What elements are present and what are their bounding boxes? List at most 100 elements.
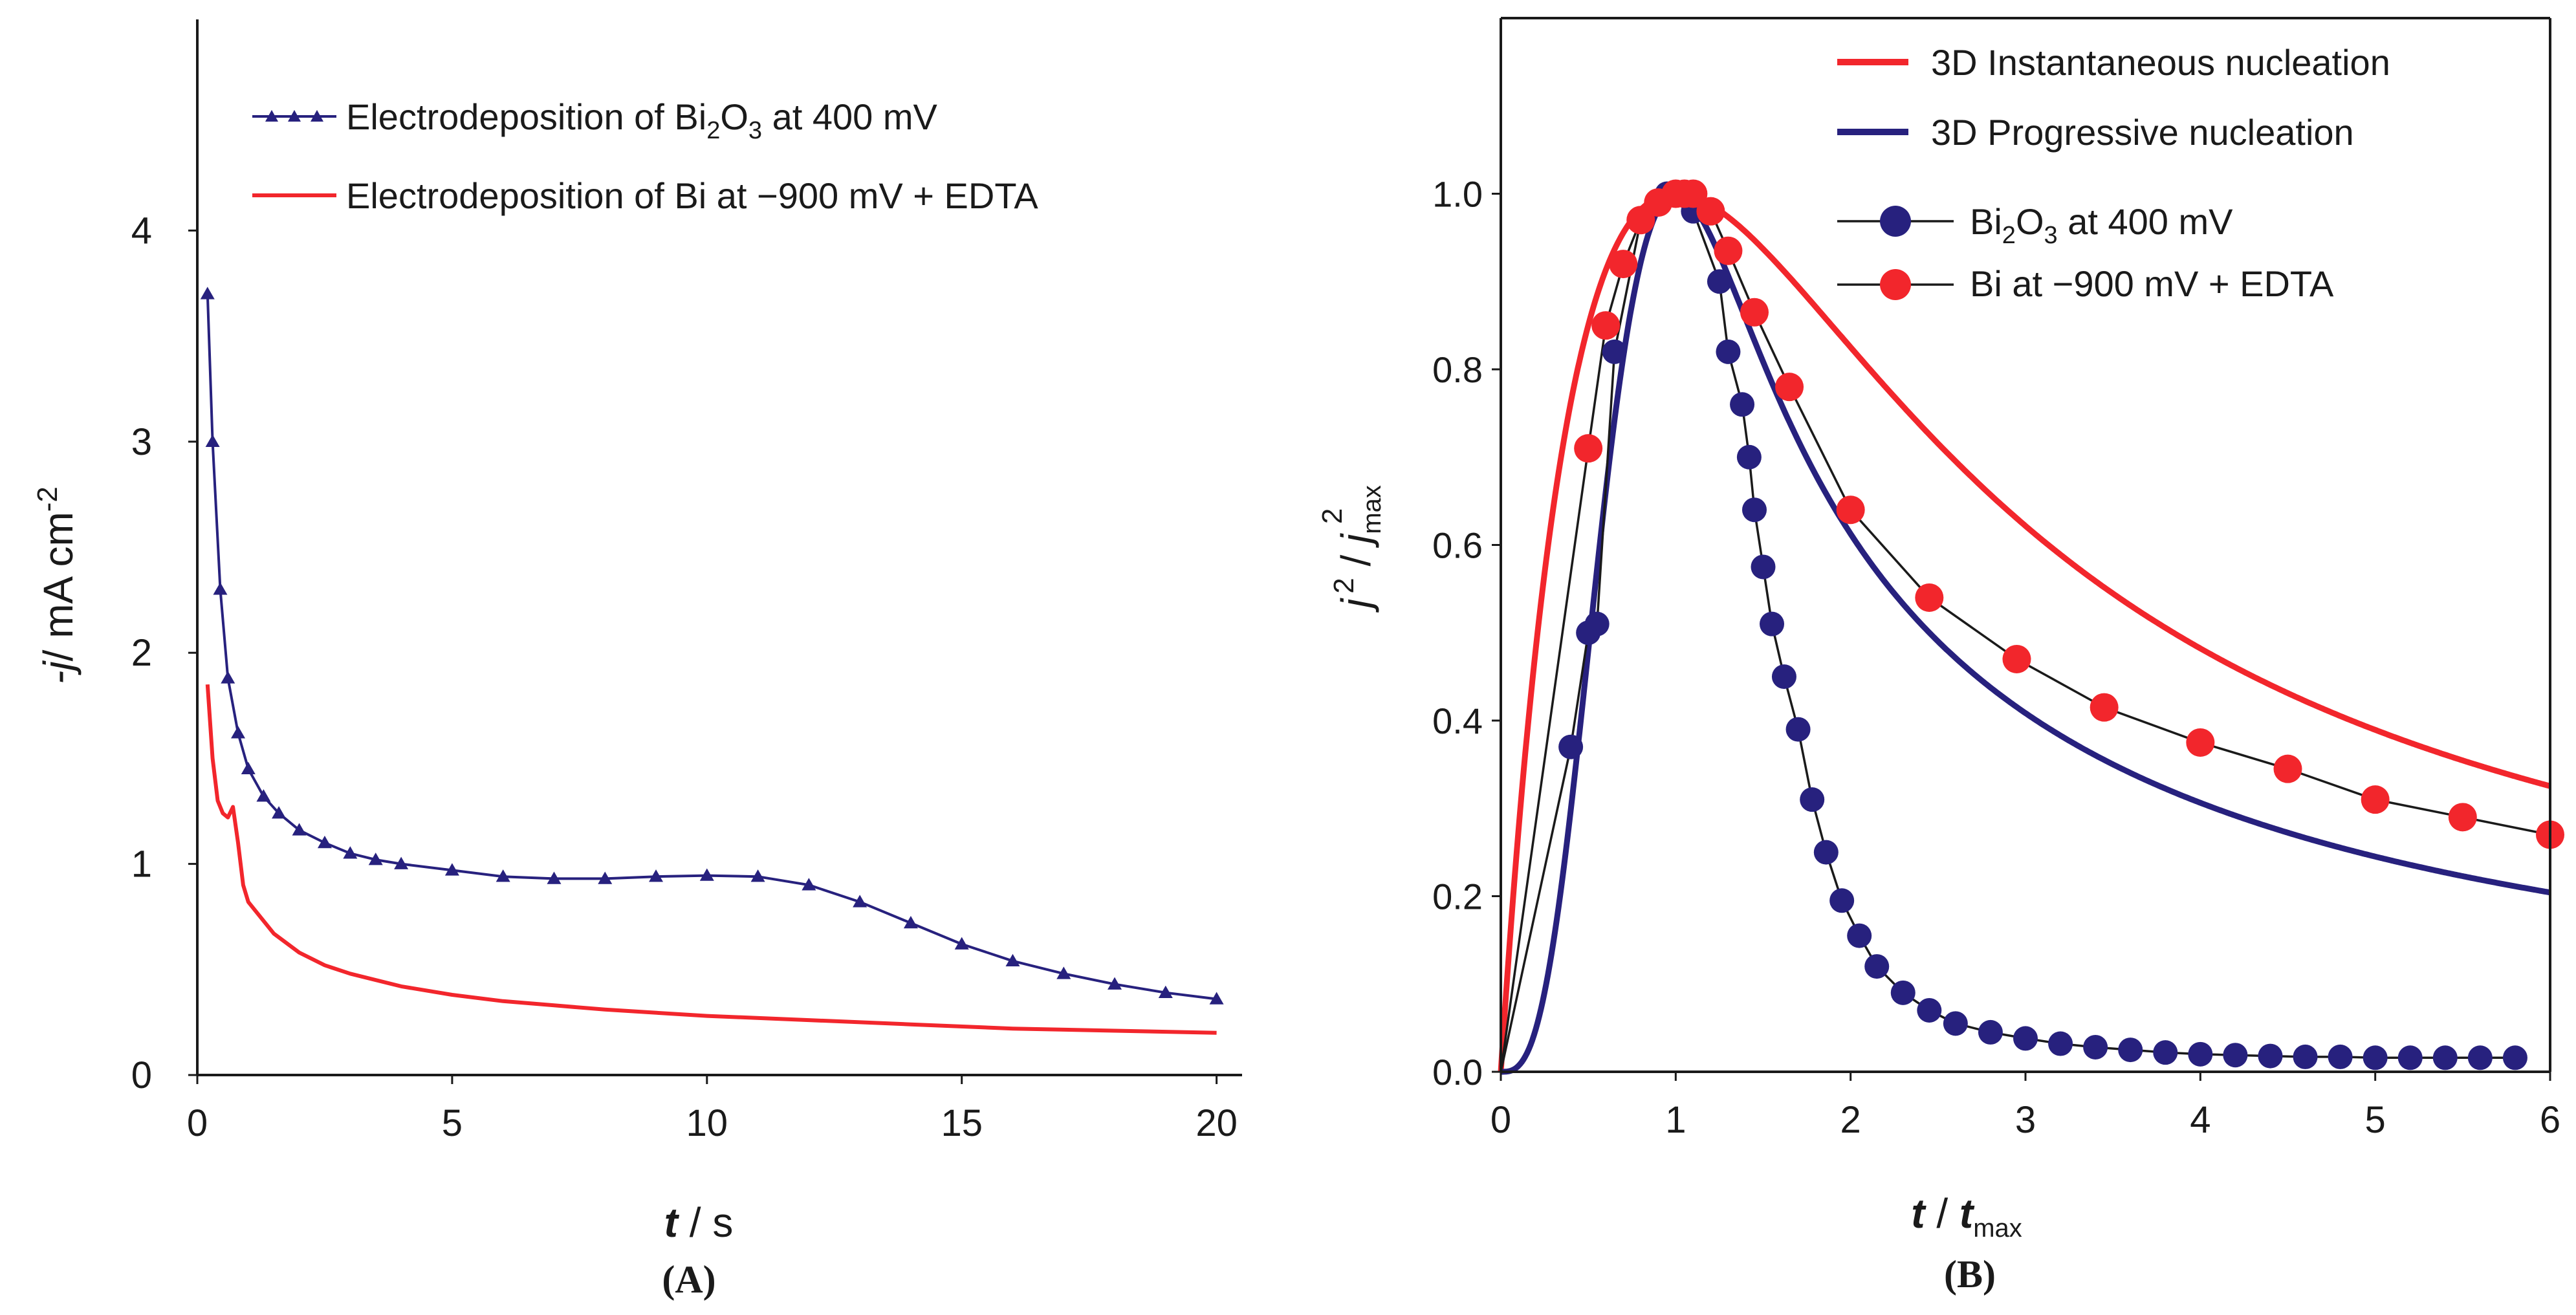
panel-b-x-axis-title-t: t (1911, 1190, 1927, 1237)
panel-b-bi2o3-point (1741, 497, 1767, 523)
panel-a-plot-area (200, 287, 1224, 1035)
panel-b-bi2o3-point (2397, 1045, 2423, 1070)
panel-a-y-tick-label: 4 (131, 210, 152, 252)
panel-b-bi-edta-point (1740, 298, 1769, 327)
panel-b-bi-edta-point (2448, 803, 2477, 832)
panel-a-series-1-point (649, 869, 664, 882)
panel-b-bi-edta-point (1609, 250, 1638, 279)
panel-b-bi2o3-point (1707, 269, 1732, 294)
panel-a-tick-labels: 0 5 10 15 20 0 1 2 3 4 (131, 210, 1238, 1144)
panel-a-y-axis-title-rest: / mA cm (35, 512, 82, 661)
panel-b-bi2o3-point (1917, 997, 1942, 1023)
panel-b-plot-area (1498, 179, 2564, 1075)
panel-b-bi-edta-point (1775, 373, 1804, 402)
panel-b-bi-edta-point (1679, 179, 1708, 208)
panel-a-x-axis-title-rest: / s (678, 1199, 733, 1246)
panel-b-x-tick-label: 1 (1665, 1099, 1686, 1141)
panel-a-series-1-point (200, 287, 215, 299)
legend-b-bi2o3-sub1: 2 (2002, 222, 2016, 249)
panel-b-y-tick-label: 1.0 (1432, 174, 1483, 215)
panel-a-series-1-point (205, 434, 220, 448)
panel-b-bi2o3-point (1751, 554, 1776, 580)
panel-a-series-1-point (317, 835, 332, 849)
panel-b-x-tick-label: 5 (2365, 1099, 2386, 1141)
panel-b-bi2o3-point (2013, 1026, 2038, 1051)
panel-a-series-1-point (1209, 992, 1224, 1005)
panel-a-y-axis-title-italic: -j (35, 660, 82, 684)
panel-a-series-1-point (1158, 985, 1173, 998)
panel-b-bi-edta-point (1591, 311, 1621, 340)
panel-b-bi2o3-point (2258, 1043, 2283, 1069)
panel-b-bi2o3-point (2502, 1045, 2527, 1070)
panel-b-bi-edta-point (2090, 693, 2119, 722)
legend-a-series-1-marker (311, 110, 323, 122)
panel-b-bi2o3-point (2048, 1031, 2073, 1056)
legend-b-bi2o3-swatch (1837, 206, 1954, 237)
legend-a-series-1-mid: O (720, 96, 748, 137)
panel-a-series-1-line (206, 294, 1217, 1001)
legend-a-series-1-marker (288, 110, 301, 122)
panel-b-bi-edta-point (1696, 197, 1725, 226)
panel-b: 0 1 2 3 4 5 6 0.0 0.2 0.4 0.6 0.8 1.0 3D Instantaneo… (1316, 17, 2564, 1296)
panel-b-bi2o3-point (1771, 664, 1796, 690)
panel-a-legend: Electrodeposition of Bi2O3 at 400 mV Ele… (252, 96, 1038, 216)
panel-b-y-axis-title-sup2: 2 (1316, 508, 1348, 524)
panel-a-series-1-point (699, 868, 714, 881)
legend-a-series-1-post: at 400 mV (762, 96, 937, 137)
panel-a-y-tick-label: 1 (131, 843, 152, 886)
panel-b-bi2o3-point (2363, 1045, 2388, 1070)
panel-b-bi2o3-point (2118, 1038, 2143, 1063)
panel-b-y-tick-label: 0.8 (1432, 349, 1483, 390)
legend-a-series-2-label: Electrodeposition of Bi at −900 mV + EDT… (346, 175, 1038, 216)
panel-b-x-axis-title-sub: max (1973, 1214, 2022, 1243)
panel-b-progressive-curve (1500, 191, 2551, 1075)
panel-a-series-1-point (394, 856, 409, 869)
panel-b-y-tick-label: 0.0 (1432, 1052, 1483, 1092)
panel-b-bi2o3-point (1730, 392, 1755, 417)
legend-a-series-1-pre: Electrodeposition of Bi (346, 96, 706, 137)
panel-b-bi-edta-point (2002, 644, 2031, 673)
panel-a-x-axis-title-italic: t (664, 1199, 680, 1246)
panel-a-x-tick-label: 0 (187, 1102, 208, 1144)
panel-a-series-1-point (241, 761, 256, 774)
panel-a-series-1-point (213, 582, 228, 595)
panel-b-x-tick-label: 6 (2540, 1099, 2560, 1141)
panel-b-bi2o3-point (1785, 717, 1811, 742)
panel-b-label: (B) (1944, 1253, 1996, 1296)
panel-a-y-axis-title: -j/ mA cm-2 (32, 486, 82, 684)
panel-a-y-tick-label: 2 (131, 632, 152, 674)
panel-a-series-1-point (221, 671, 235, 684)
panel-b-y-tick-label: 0.6 (1432, 525, 1483, 566)
panel-b-x-axis-title: t / tmax (1911, 1190, 2022, 1243)
panel-a-series-1-point (853, 895, 868, 907)
panel-b-bi2o3-point (1890, 980, 1916, 1005)
panel-b-bi2o3-point (1800, 787, 1825, 812)
legend-a-series-1-sub1: 2 (706, 117, 720, 144)
panel-b-bi-edta-point (2361, 785, 2390, 814)
panel-b-y-axis-title-sup: 2 (1328, 578, 1360, 593)
panel-a-y-tick-label: 3 (131, 421, 152, 463)
panel-a-series-1-point (1005, 953, 1020, 966)
panel-b-bi2o3-point (1943, 1011, 1968, 1036)
panel-a-series-1-point (1108, 977, 1122, 990)
panel-b-bi2o3-point (2467, 1045, 2493, 1070)
panel-b-x-axis-title-slash: / (1925, 1190, 1959, 1237)
panel-b-bi2o3-point (1736, 444, 1762, 470)
panel-b-bi-edta-point (1836, 495, 1865, 525)
legend-b-bi2o3-post: at 400 mV (2058, 201, 2233, 242)
panel-b-x-tick-label: 3 (2015, 1099, 2036, 1141)
panel-b-bi2o3-point (1584, 611, 1610, 636)
panel-b-bi2o3-point (1760, 611, 1785, 636)
legend-a-series-1-sub2: 3 (748, 117, 762, 144)
panel-a-x-axis-title: t / s (664, 1199, 734, 1246)
legend-b-bi2o3-sub2: 3 (2044, 222, 2058, 249)
legend-a-series-1-marker (265, 110, 278, 122)
panel-a-series-1-point (1056, 966, 1071, 979)
panel-a-series-1-point (368, 853, 383, 865)
legend-b-bi2o3-marker (1880, 206, 1911, 237)
panel-a-series-1-point (547, 871, 562, 884)
panel-b-bi2o3-point (2432, 1045, 2458, 1070)
legend-a-series-1-label: Electrodeposition of Bi2O3 at 400 mV (346, 96, 938, 144)
